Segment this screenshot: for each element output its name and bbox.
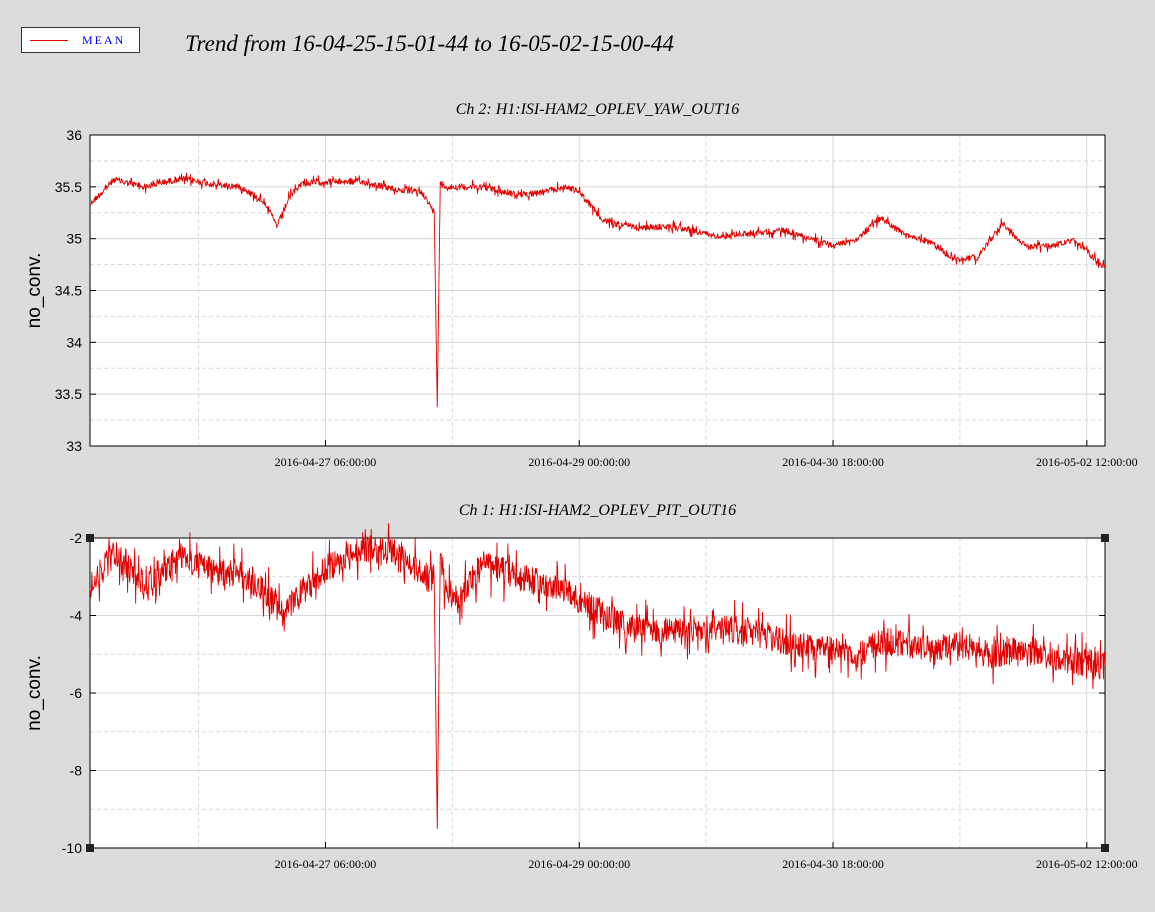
y-tick-label: 33 xyxy=(66,438,82,454)
y-tick-label: 36 xyxy=(66,127,82,143)
y-tick-label: 33.5 xyxy=(55,386,82,402)
series-line-mean xyxy=(89,523,1106,830)
y-tick-label: -10 xyxy=(62,840,82,856)
x-tick-label: 2016-05-02 12:00:00 xyxy=(1036,857,1138,871)
y-tick-label: 34 xyxy=(66,334,82,350)
legend-box: MEAN xyxy=(21,27,140,53)
page-title: Trend from 16-04-25-15-01-44 to 16-05-02… xyxy=(185,31,674,56)
chart-title: Ch 1: H1:ISI-HAM2_OPLEV_PIT_OUT16 xyxy=(459,502,736,519)
chart-2: -2 -4 -6 -8 -10 2016-04-27 06:00:00 2016-04-29… xyxy=(24,502,1138,871)
y-tick-label: 34.5 xyxy=(55,283,82,299)
x-tick-label: 2016-04-27 06:00:00 xyxy=(275,455,377,469)
legend-label: MEAN xyxy=(82,33,126,47)
x-tick-label: 2016-04-29 00:00:00 xyxy=(528,455,630,469)
y-tick-label: -6 xyxy=(70,685,83,701)
x-tick-label: 2016-04-30 18:00:00 xyxy=(782,857,884,871)
resize-handle xyxy=(86,844,94,852)
resize-handle xyxy=(86,534,94,542)
y-tick-label: -8 xyxy=(70,763,83,779)
y-tick-label: -2 xyxy=(70,530,83,546)
series-line-mean xyxy=(89,172,1106,408)
y-tick-label: 35 xyxy=(66,231,82,247)
y-axis-label: no_conv. xyxy=(24,655,45,731)
x-tick-label: 2016-04-29 00:00:00 xyxy=(528,857,630,871)
y-tick-label: 35.5 xyxy=(55,179,82,195)
legend-swatch xyxy=(30,40,68,41)
y-axis-label: no_conv. xyxy=(24,253,45,329)
chart-title: Ch 2: H1:ISI-HAM2_OPLEV_YAW_OUT16 xyxy=(456,101,740,118)
resize-handle xyxy=(1101,844,1109,852)
x-tick-label: 2016-04-30 18:00:00 xyxy=(782,455,884,469)
chart-1: 36 35.5 35 34.5 34 33.5 33 2016-04-27 06:00:00 2… xyxy=(24,101,1138,469)
resize-handle xyxy=(1101,534,1109,542)
x-tick-label: 2016-04-27 06:00:00 xyxy=(275,857,377,871)
y-tick-label: -4 xyxy=(70,608,83,624)
x-tick-label: 2016-05-02 12:00:00 xyxy=(1036,455,1138,469)
